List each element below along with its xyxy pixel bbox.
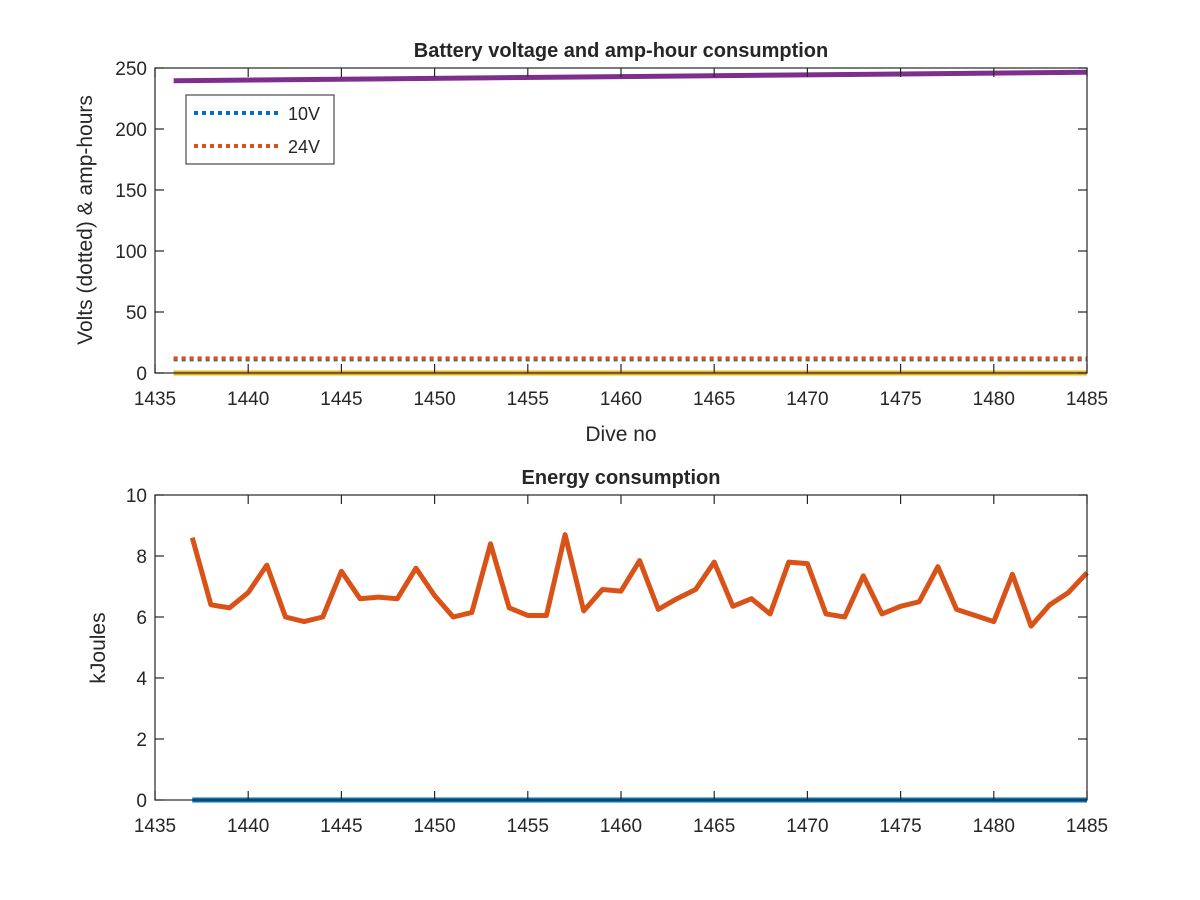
legend-label-24v: 24V: [288, 137, 320, 157]
voltage-x-tick-label: 1450: [413, 389, 455, 410]
energy-y-tick-label: 6: [136, 608, 147, 629]
energy-x-tick-label: 1470: [786, 816, 828, 837]
energy-chart-title: Energy consumption: [522, 467, 721, 489]
energy-y-tick-label: 2: [136, 730, 147, 751]
voltage-y-tick-label: 100: [115, 242, 147, 263]
voltage-y-tick-label: 0: [136, 364, 147, 385]
voltage-subplot: 1435 1440 1445 1450 1455 1460 1465 1470 1475 1480…: [74, 40, 1108, 446]
energy-series-line-1: [189, 532, 1089, 629]
voltage-y-tick-label: 250: [115, 59, 147, 80]
energy-x-tick-label: 1440: [227, 816, 269, 837]
energy-axes-box: [154, 494, 1088, 801]
energy-y-axis-label: kJoules: [87, 612, 110, 683]
voltage-x-tick-label: 1460: [600, 389, 642, 410]
energy-series-group: [189, 532, 1089, 803]
voltage-x-axis-label: Dive no: [585, 423, 656, 446]
legend-label-10v: 10V: [288, 104, 320, 124]
energy-ticks: 1435 1440 1445 1450 1455 1460 1465 1470 1475 1480…: [126, 486, 1108, 837]
energy-y-tick-label: 4: [136, 669, 147, 690]
energy-x-tick-label: 1485: [1066, 816, 1108, 837]
energy-y-tick-label: 10: [126, 486, 147, 507]
energy-x-tick-label: 1475: [879, 816, 921, 837]
voltage-x-tick-label: 1455: [507, 389, 549, 410]
voltage-x-tick-label: 1445: [320, 389, 362, 410]
voltage-x-tick-label: 1470: [786, 389, 828, 410]
voltage-y-tick-label: 150: [115, 181, 147, 202]
voltage-x-tick-label: 1485: [1066, 389, 1108, 410]
energy-x-tick-label: 1455: [507, 816, 549, 837]
energy-subplot: 1435 1440 1445 1450 1455 1460 1465 1470 1475 1480…: [87, 467, 1108, 837]
voltage-y-tick-label: 50: [126, 303, 147, 324]
energy-x-tick-label: 1435: [134, 816, 176, 837]
voltage-x-tick-label: 1435: [134, 389, 176, 410]
voltage-chart-title: Battery voltage and amp-hour consumption: [414, 40, 828, 62]
energy-x-tick-label: 1480: [973, 816, 1015, 837]
energy-x-tick-label: 1460: [600, 816, 642, 837]
energy-y-tick-label: 8: [136, 547, 147, 568]
voltage-ticks: 1435 1440 1445 1450 1455 1460 1465 1470 1475 1480…: [115, 59, 1108, 410]
voltage-y-axis-label: Volts (dotted) & amp-hours: [74, 95, 97, 345]
legend-box: [185, 94, 335, 165]
energy-x-tick-label: 1445: [320, 816, 362, 837]
voltage-x-tick-label: 1465: [693, 389, 735, 410]
energy-x-tick-label: 1450: [413, 816, 455, 837]
legend: 10V 24V: [185, 94, 335, 165]
voltage-x-tick-label: 1480: [973, 389, 1015, 410]
energy-y-tick-label: 0: [136, 791, 147, 812]
voltage-x-tick-label: 1475: [879, 389, 921, 410]
energy-x-tick-label: 1465: [693, 816, 735, 837]
voltage-series-line-3: [173, 69, 1088, 84]
voltage-x-tick-label: 1440: [227, 389, 269, 410]
voltage-y-tick-label: 200: [115, 120, 147, 141]
